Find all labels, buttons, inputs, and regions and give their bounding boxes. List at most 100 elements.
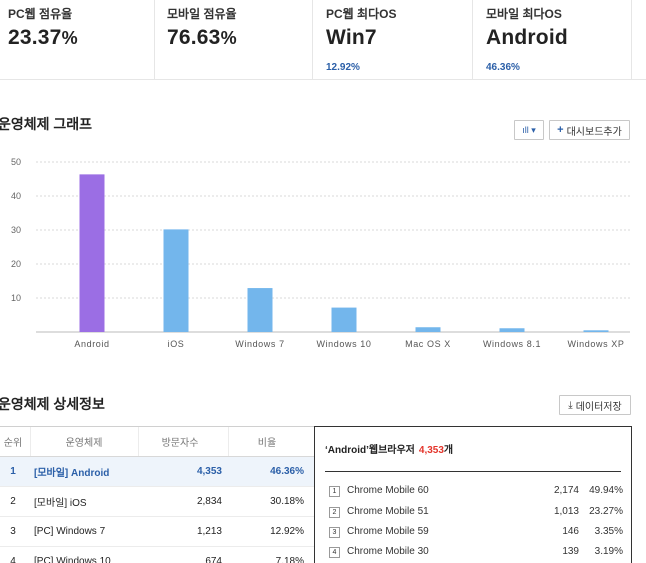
browser-row[interactable]: 2 Chrome Mobile 51 1,013 23.27% [329,502,623,522]
browser-rank: 4 [329,547,340,558]
row-ratio: 46.36% [270,466,304,477]
x-tick-label: Windows XP [567,339,624,349]
chart-canvas: 10 20 30 40 50 Android iOS Windows 7 Windows 10 M… [11,157,630,349]
browser-count: 139 [562,546,579,557]
save-data-label: 데이터저장 [575,401,622,413]
column-divider [30,427,31,456]
y-tick-label: 20 [11,259,21,269]
browser-ratio: 23.27% [589,506,623,517]
graph-section-title: 운영체제 그래프 [0,116,93,132]
row-rank: 2 [10,496,16,507]
browser-row[interactable]: 4 Chrome Mobile 30 139 3.19% [329,542,623,562]
bar-ios [163,229,189,332]
stat-number: 23.37 [8,26,62,49]
header-visits: 방문자수 [161,438,199,449]
row-rank: 3 [10,526,16,537]
add-dashboard-button[interactable]: + 대시보드추가 [549,120,630,140]
table-row[interactable]: 2 [모바일] iOS 2,834 30.18% [0,487,314,517]
row-ratio: 7.18% [275,556,304,563]
browser-rank: 2 [329,507,340,518]
bar-mac-os-x [415,327,441,332]
bar-windows-7 [247,288,273,332]
browser-name: Chrome Mobile 30 [347,546,429,557]
table-row[interactable]: 3 [PC] Windows 7 1,213 12.92% [0,517,314,547]
stat-label: 모바일 점유율 [167,7,237,21]
table-row[interactable]: 4 [PC] Windows 10 674 7.18% [0,547,314,563]
browser-ratio: 49.94% [589,485,623,496]
bar-android [79,174,105,332]
row-rank: 4 [10,556,16,563]
stat-value: 76.63% [167,26,312,50]
stat-sub: 46.36% [486,62,520,73]
browser-panel-heading: ‘Android’웹브라우저 [325,445,415,456]
browser-ratio: 3.19% [594,546,623,557]
x-tick-label: iOS [168,339,185,349]
browser-name: Chrome Mobile 59 [347,526,429,537]
browser-panel-title: ‘Android’웹브라우저 4,353개 [325,441,453,456]
stat-unit: % [61,28,78,48]
stat-sub: 12.92% [326,62,360,73]
browser-count: 1,013 [553,506,579,517]
browser-name: Chrome Mobile 60 [347,485,429,496]
column-divider [138,427,139,456]
stat-number: 76.63 [167,26,221,49]
browser-name: Chrome Mobile 51 [347,506,429,517]
browser-count: 146 [562,526,579,537]
row-visits: 1,213 [196,526,222,537]
column-divider [228,427,229,456]
stat-label: 모바일 최다OS [486,7,562,21]
row-rank: 1 [10,466,16,477]
y-tick-label: 40 [11,191,21,201]
y-tick-label: 50 [11,157,21,167]
stat-mobile-top-os: 모바일 최다OS Android 46.36% [472,0,632,80]
plus-icon: + [557,124,564,136]
browser-panel-count-suffix: 개 [443,445,454,456]
chart-type-button[interactable]: ıll ▾ [514,120,544,140]
row-ratio: 30.18% [270,496,304,507]
y-tick-label: 10 [11,293,21,303]
browser-panel: ‘Android’웹브라우저 4,353개 1 Chrome Mobile 60 … [314,426,632,563]
y-tick-label: 30 [11,225,21,235]
table-row[interactable]: 1 [모바일] Android 4,353 46.36% [0,457,314,487]
save-data-button[interactable]: ⤓ 데이터저장 [559,395,631,415]
stat-pc-share: PC웹 점유율 23.37% [8,0,154,80]
os-bar-chart: 10 20 30 40 50 Android iOS Windows 7 Windows 10 M… [0,150,646,360]
stat-value: 23.37% [8,26,154,50]
bar-chart-icon: ıll ▾ [522,124,536,135]
browser-ratio: 3.35% [594,526,623,537]
row-os: [모바일] Android [34,468,110,479]
detail-section-title: 운영체제 상세정보 [0,396,105,412]
stat-mobile-share: 모바일 점유율 76.63% [154,0,312,80]
row-visits: 674 [205,556,222,563]
stat-value: Win7 [326,26,377,49]
browser-rank: 3 [329,527,340,538]
x-tick-label: Android [74,339,109,349]
browser-panel-count: 4,353 [418,445,444,456]
row-ratio: 12.92% [270,526,304,537]
header-os: 운영체제 [65,438,103,449]
header-ratio: 비율 [257,438,277,449]
stat-label: PC웹 점유율 [8,7,73,21]
browser-row[interactable]: 3 Chrome Mobile 59 146 3.35% [329,522,623,542]
row-os: [모바일] iOS [34,498,87,509]
bar-windows-xp [583,330,609,332]
browser-rank: 1 [329,486,340,497]
x-tick-label: Mac OS X [405,339,451,349]
row-visits: 2,834 [196,496,222,507]
browser-count: 2,174 [553,485,579,496]
header-rank: 순위 [3,438,23,449]
x-tick-label: Windows 10 [316,339,371,349]
stat-unit: % [220,28,237,48]
row-visits: 4,353 [196,466,222,477]
stat-label: PC웹 최다OS [326,7,397,21]
x-tick-label: Windows 8.1 [483,339,541,349]
x-tick-label: Windows 7 [235,339,284,349]
bar-windows-8-1 [499,328,525,332]
table-header: 순위 운영체제 방문자수 비율 [0,427,314,457]
panel-divider [325,471,621,472]
add-dashboard-label: 대시보드추가 [566,126,622,138]
browser-row[interactable]: 1 Chrome Mobile 60 2,174 49.94% [329,481,623,501]
row-os: [PC] Windows 10 [34,556,111,563]
download-icon: ⤓ [568,399,573,411]
os-detail-table: 순위 운영체제 방문자수 비율 1 [모바일] Android 4,353 46… [0,426,314,563]
